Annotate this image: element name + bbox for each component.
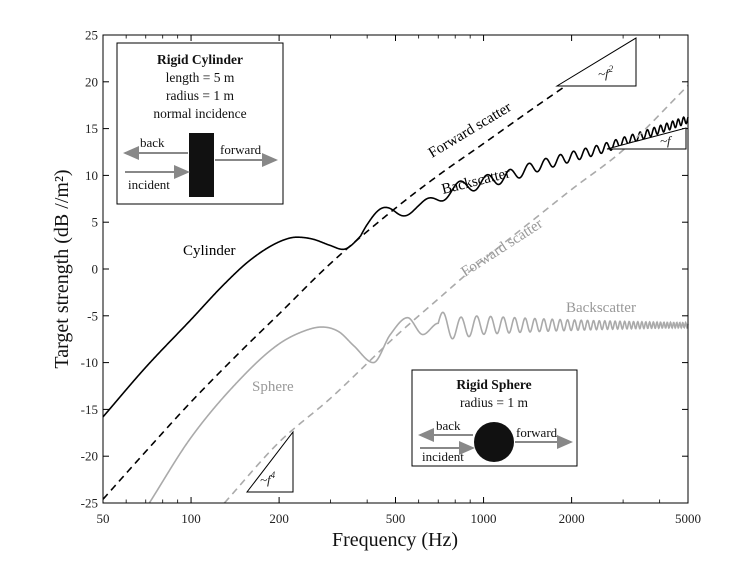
cylinder-inset-line-1: length = 5 m [166, 70, 235, 85]
sphere-label: Sphere [252, 379, 294, 395]
y-tick-label: -15 [81, 402, 98, 417]
sphere-backscatter-label: Backscatter [566, 300, 636, 316]
x-tick-label: 100 [181, 511, 201, 526]
sphere-inset-title: Rigid Sphere [456, 377, 531, 392]
cylinder-label: Cylinder [183, 243, 236, 259]
sphere-forward-scatter-label: Forward scatter [458, 216, 545, 280]
slope-marker-f2-label: ~f2 [598, 64, 614, 81]
y-tick-label: 25 [85, 28, 98, 43]
x-tick-label: 1000 [471, 511, 497, 526]
rigid-cylinder-inset: Rigid Cylinder length = 5 m radius = 1 m… [116, 42, 284, 205]
y-tick-label: 0 [92, 262, 99, 277]
y-tick-label: 5 [92, 215, 99, 230]
slope-marker-f1: ~f [606, 127, 687, 150]
y-tick-label: -20 [81, 449, 98, 464]
x-tick-label: 5000 [675, 511, 701, 526]
cylinder-inset-line-3: normal incidence [153, 106, 246, 121]
y-tick-label: 10 [85, 168, 98, 183]
y-tick-label: -10 [81, 355, 98, 370]
sphere-forward-scatter-line [223, 84, 689, 504]
slope-marker-f4-label: ~f4 [260, 470, 276, 487]
cylinder-back-label: back [140, 135, 165, 150]
y-tick-label: 15 [85, 121, 98, 136]
x-tick-label: 50 [97, 511, 110, 526]
rigid-sphere-inset: Rigid Sphere radius = 1 m back incident … [411, 369, 578, 467]
y-tick-label: -25 [81, 496, 98, 511]
cylinder-backscatter-label: Backscatter [440, 165, 512, 197]
x-axis-title: Frequency (Hz) [332, 529, 458, 551]
slope-marker-f2: ~f2 [555, 37, 637, 87]
y-axis-title: Target strength (dB //m²) [51, 169, 73, 368]
x-tick-label: 200 [269, 511, 289, 526]
sphere-backscatter-line [148, 311, 689, 504]
cylinder-shape-icon [189, 133, 214, 197]
y-tick-label: 20 [85, 74, 98, 89]
x-tick-label: 2000 [559, 511, 585, 526]
slope-marker-f1-label: ~f [660, 133, 673, 148]
cylinder-inset-title: Rigid Cylinder [157, 52, 243, 67]
series-layer [102, 45, 689, 504]
sphere-incident-label: incident [422, 449, 464, 464]
x-tick-label: 500 [386, 511, 406, 526]
y-tick-label: -5 [87, 308, 98, 323]
plot-frame [102, 34, 689, 504]
slope-marker-f4: ~f4 [245, 430, 294, 493]
sphere-forward-label: forward [516, 425, 558, 440]
cylinder-backscatter-line [102, 116, 689, 418]
cylinder-inset-line-2: radius = 1 m [166, 88, 234, 103]
sphere-shape-icon [474, 422, 514, 462]
cylinder-forward-label: forward [220, 142, 262, 157]
sphere-back-label: back [436, 418, 461, 433]
sphere-inset-line-1: radius = 1 m [460, 395, 528, 410]
cylinder-incident-label: incident [128, 177, 170, 192]
